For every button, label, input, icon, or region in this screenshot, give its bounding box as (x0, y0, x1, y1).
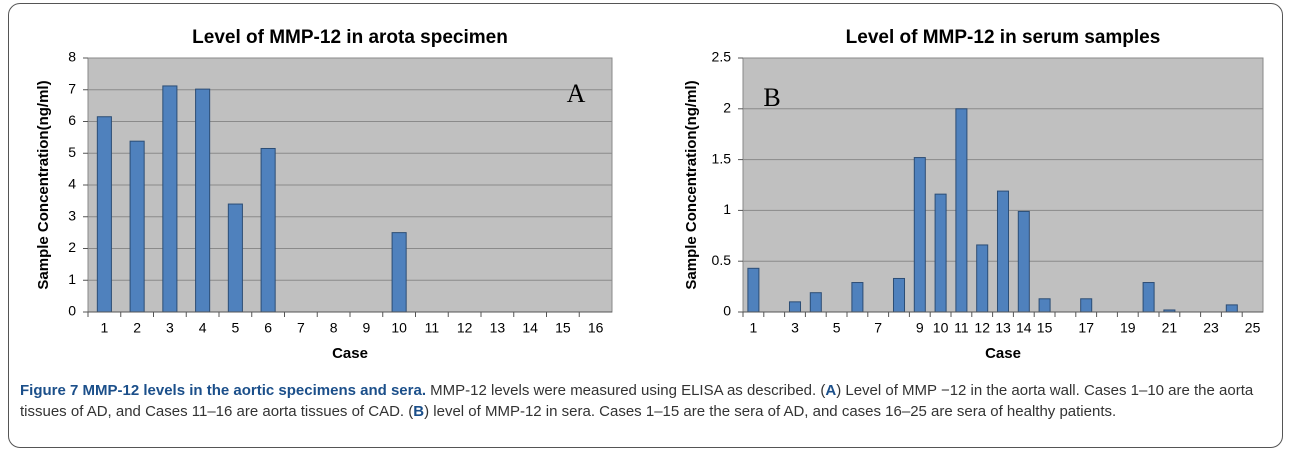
bar (788, 301, 802, 313)
x-tick-label: 21 (1162, 320, 1178, 336)
x-tick-label: 15 (555, 320, 571, 336)
bar (955, 108, 968, 313)
y-tick-label: 8 (68, 49, 76, 65)
bar (1017, 210, 1030, 313)
caption-text: MMP-12 levels were measured using ELISA … (425, 382, 826, 399)
caption-text: ) level of MMP-12 in sera. Cases 1–15 ar… (424, 403, 1117, 420)
x-tick-label: 14 (522, 320, 538, 336)
y-tick-label: 4 (68, 176, 76, 192)
annotation: B (763, 83, 780, 112)
y-axis-label: Sample Concentration(ng/ml) (35, 80, 52, 289)
y-tick-label: 0.5 (712, 252, 732, 268)
y-tick-label: 2.5 (712, 49, 732, 65)
caption-text: B (413, 403, 425, 420)
x-tick-label: 10 (391, 320, 407, 336)
x-axis-label: Case (985, 345, 1021, 362)
x-tick-label: 13 (995, 320, 1011, 336)
x-tick-label: 23 (1203, 320, 1219, 336)
y-tick-label: 6 (68, 112, 76, 128)
bar (1038, 298, 1051, 313)
x-tick-label: 8 (330, 320, 338, 336)
x-tick-label: 11 (954, 320, 969, 336)
y-tick-label: 2 (68, 239, 76, 255)
caption-text: A (825, 382, 837, 399)
x-tick-label: 5 (833, 320, 841, 336)
bar (996, 190, 1010, 313)
x-tick-label: 17 (1078, 320, 1094, 336)
bar (913, 157, 926, 313)
bar (1225, 304, 1238, 313)
y-tick-label: 3 (68, 207, 76, 223)
x-tick-label: 7 (297, 320, 305, 336)
bar (391, 232, 407, 313)
x-tick-label: 5 (231, 320, 239, 336)
x-tick-label: 13 (490, 320, 506, 336)
y-axis-label: Sample Concentration(ng/ml) (683, 80, 700, 289)
x-tick-label: 11 (425, 320, 440, 336)
y-tick-label: 2 (723, 100, 731, 116)
y-tick-label: 1 (68, 271, 76, 287)
bar (851, 282, 864, 313)
bar (129, 140, 145, 313)
y-tick-label: 0 (68, 303, 76, 319)
figure-frame (8, 3, 1283, 448)
y-tick-label: 0 (723, 303, 731, 319)
chart-title: Level of MMP-12 in arota specimen (192, 27, 508, 48)
x-tick-label: 25 (1245, 320, 1261, 336)
x-axis-label: Case (332, 345, 368, 362)
charts: Level of MMP-12 in arota specimen Case Sam… (35, 27, 1264, 362)
x-tick-label: 16 (588, 320, 604, 336)
bar (260, 147, 276, 313)
x-tick-label: 12 (457, 320, 473, 336)
bar (809, 292, 822, 313)
bar (747, 267, 760, 313)
caption-title: Figure 7 MMP-12 levels in the aortic spe… (20, 382, 426, 399)
bar (96, 116, 112, 313)
x-tick-label: 15 (1037, 320, 1053, 336)
y-tick-label: 1 (723, 201, 731, 217)
y-tick-label: 1.5 (712, 150, 732, 166)
y-tick-label: 7 (68, 80, 76, 96)
x-tick-label: 10 (933, 320, 949, 336)
bar (892, 277, 906, 313)
chart-title: Level of MMP-12 in serum samples (846, 27, 1161, 48)
x-tick-label: 2 (133, 320, 141, 336)
x-tick-label: 19 (1120, 320, 1136, 336)
x-tick-label: 9 (362, 320, 370, 336)
bar (227, 203, 243, 313)
x-tick-label: 12 (974, 320, 990, 336)
caption: Figure 7 MMP-12 levels in the aortic spe… (20, 380, 1275, 422)
x-tick-label: 1 (750, 320, 758, 336)
x-tick-label: 4 (199, 320, 207, 336)
x-tick-label: 14 (1016, 320, 1032, 336)
bar (195, 88, 211, 313)
bar (934, 193, 947, 313)
x-tick-label: 6 (264, 320, 272, 336)
annotation: A (567, 79, 586, 108)
bar (1142, 282, 1155, 313)
x-tick-label: 9 (916, 320, 924, 336)
x-tick-label: 7 (874, 320, 882, 336)
x-tick-label: 1 (100, 320, 108, 336)
bar (976, 244, 989, 313)
bar (1080, 298, 1093, 313)
y-tick-label: 5 (68, 144, 76, 160)
bar (162, 85, 178, 313)
x-tick-label: 3 (166, 320, 174, 336)
caption-text: ) Level of MMP −12 in the aorta wall. Ca… (20, 382, 1254, 420)
x-tick-label: 3 (791, 320, 799, 336)
